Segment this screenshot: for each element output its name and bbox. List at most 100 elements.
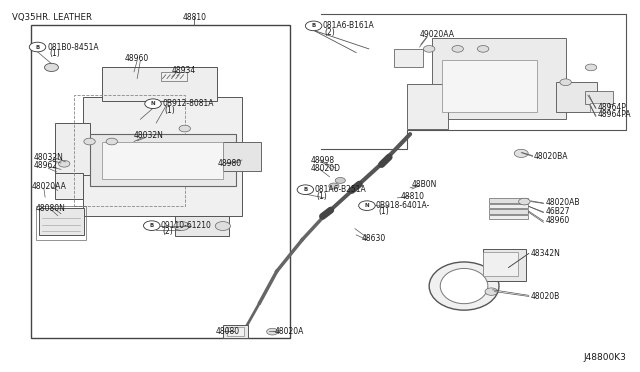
Circle shape — [485, 288, 498, 295]
Bar — [161, 72, 188, 81]
Bar — [54, 173, 83, 199]
Bar — [227, 327, 244, 336]
Text: 48032N: 48032N — [34, 153, 63, 161]
Bar — [39, 208, 84, 235]
Text: 48020D: 48020D — [310, 164, 340, 173]
Bar — [223, 325, 248, 338]
Text: 46B27: 46B27 — [545, 207, 570, 216]
Text: (1): (1) — [378, 208, 389, 217]
Text: 48630: 48630 — [361, 234, 385, 243]
Text: VQ35HR. LEATHER: VQ35HR. LEATHER — [12, 13, 92, 22]
Circle shape — [145, 99, 161, 109]
Text: (1): (1) — [164, 106, 175, 115]
Circle shape — [335, 177, 346, 183]
Circle shape — [358, 201, 375, 211]
Text: B: B — [303, 187, 307, 192]
Circle shape — [477, 45, 489, 52]
Bar — [407, 84, 448, 129]
Circle shape — [29, 42, 46, 52]
Text: 48960: 48960 — [124, 54, 148, 62]
Text: 48934: 48934 — [172, 66, 196, 75]
Bar — [556, 82, 597, 112]
Bar — [490, 198, 527, 203]
Polygon shape — [321, 14, 626, 149]
Text: J48800K3: J48800K3 — [583, 353, 626, 362]
Text: 49020AA: 49020AA — [420, 30, 454, 39]
Circle shape — [586, 64, 596, 71]
Bar — [394, 49, 423, 67]
Text: 48962: 48962 — [34, 161, 58, 170]
Text: (1): (1) — [317, 192, 328, 201]
Text: 48020AB: 48020AB — [545, 198, 580, 207]
Bar — [54, 123, 90, 175]
Bar — [74, 95, 185, 206]
Circle shape — [329, 183, 339, 189]
Text: 48342N: 48342N — [531, 249, 561, 258]
Bar — [223, 141, 261, 171]
Circle shape — [215, 222, 230, 231]
Circle shape — [84, 138, 95, 145]
Circle shape — [267, 328, 278, 335]
Text: N: N — [365, 203, 369, 208]
Text: 48080N: 48080N — [36, 205, 65, 214]
Circle shape — [45, 63, 58, 71]
Text: 48998: 48998 — [310, 155, 335, 164]
Text: N: N — [151, 101, 156, 106]
Text: 48810: 48810 — [182, 13, 206, 22]
Circle shape — [143, 221, 160, 231]
Bar — [90, 134, 236, 186]
Bar — [490, 204, 527, 208]
Text: 48020AA: 48020AA — [31, 182, 66, 191]
Bar — [31, 25, 289, 338]
Text: 48810: 48810 — [401, 192, 424, 201]
Bar — [433, 38, 566, 119]
Text: 0B918-6401A-: 0B918-6401A- — [376, 201, 430, 210]
Text: 48032N: 48032N — [134, 131, 164, 141]
Bar — [585, 92, 613, 105]
Text: 48964P: 48964P — [597, 103, 626, 112]
Bar — [442, 60, 537, 112]
Bar — [36, 206, 86, 240]
Circle shape — [514, 149, 528, 157]
Circle shape — [452, 45, 463, 52]
Text: 09110-61210: 09110-61210 — [161, 221, 212, 230]
Circle shape — [305, 21, 322, 31]
Text: B: B — [150, 223, 154, 228]
Text: 48020A: 48020A — [275, 327, 304, 336]
Text: 48020B: 48020B — [531, 292, 560, 301]
Circle shape — [297, 185, 314, 195]
Ellipse shape — [440, 269, 488, 304]
Text: 48964PA: 48964PA — [597, 110, 631, 119]
Circle shape — [560, 79, 572, 86]
Text: B: B — [35, 45, 40, 49]
Bar — [483, 249, 526, 280]
Circle shape — [518, 198, 530, 205]
Bar — [102, 141, 223, 179]
Circle shape — [179, 125, 191, 132]
Text: 081B0-8451A: 081B0-8451A — [47, 42, 99, 51]
Text: B: B — [312, 23, 316, 28]
Ellipse shape — [429, 262, 499, 310]
Text: 081A6-B251A: 081A6-B251A — [314, 185, 366, 194]
Circle shape — [106, 138, 118, 145]
Text: (2): (2) — [324, 28, 335, 37]
Bar — [102, 67, 216, 101]
Bar — [83, 97, 242, 216]
Circle shape — [174, 222, 189, 231]
Bar — [490, 215, 527, 219]
Text: 081A6-B161A: 081A6-B161A — [323, 22, 374, 31]
Bar — [483, 252, 518, 276]
Text: 0B912-8081A: 0B912-8081A — [163, 99, 214, 108]
Text: 48960: 48960 — [545, 216, 570, 225]
Text: 48980: 48980 — [218, 158, 242, 167]
Text: 48020BA: 48020BA — [534, 152, 568, 161]
Text: (2): (2) — [163, 227, 173, 237]
Text: (1): (1) — [49, 49, 60, 58]
Text: 48B0N: 48B0N — [412, 180, 437, 189]
Circle shape — [424, 45, 435, 52]
Bar — [175, 216, 229, 236]
Bar — [490, 209, 527, 214]
Circle shape — [58, 160, 70, 167]
Bar — [589, 103, 609, 112]
Text: 48080: 48080 — [215, 327, 239, 336]
